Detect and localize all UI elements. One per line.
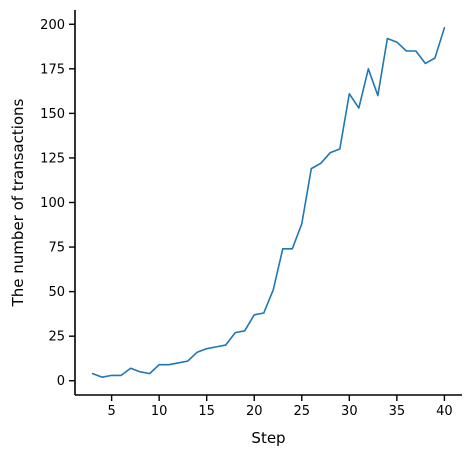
x-axis-ticks: 5 10 15 20 25 30 35 40 [107,395,453,419]
x-tick-label: 35 [389,404,406,419]
x-tick-label: 40 [436,404,453,419]
x-tick-label: 30 [341,404,358,419]
series-line [91,27,446,378]
y-tick-label: 0 [57,374,65,389]
y-tick-label: 175 [40,62,65,77]
y-axis-ticks: 0 25 50 75 100 125 150 175 200 [40,18,75,389]
y-tick-label: 25 [48,330,65,345]
x-tick-label: 20 [246,404,263,419]
x-tick-label: 5 [107,404,115,419]
x-tick-label: 10 [151,404,168,419]
y-tick-label: 75 [48,241,65,256]
y-axis-title: The number of transactions [9,98,27,307]
x-tick-label: 25 [294,404,311,419]
y-tick-label: 125 [40,151,65,166]
y-tick-label: 200 [40,18,65,33]
y-tick-label: 150 [40,107,65,122]
x-axis-title: Step [251,429,285,447]
x-tick-label: 15 [198,404,215,419]
series-layer [91,27,446,378]
y-tick-label: 100 [40,196,65,211]
y-tick-label: 50 [48,285,65,300]
